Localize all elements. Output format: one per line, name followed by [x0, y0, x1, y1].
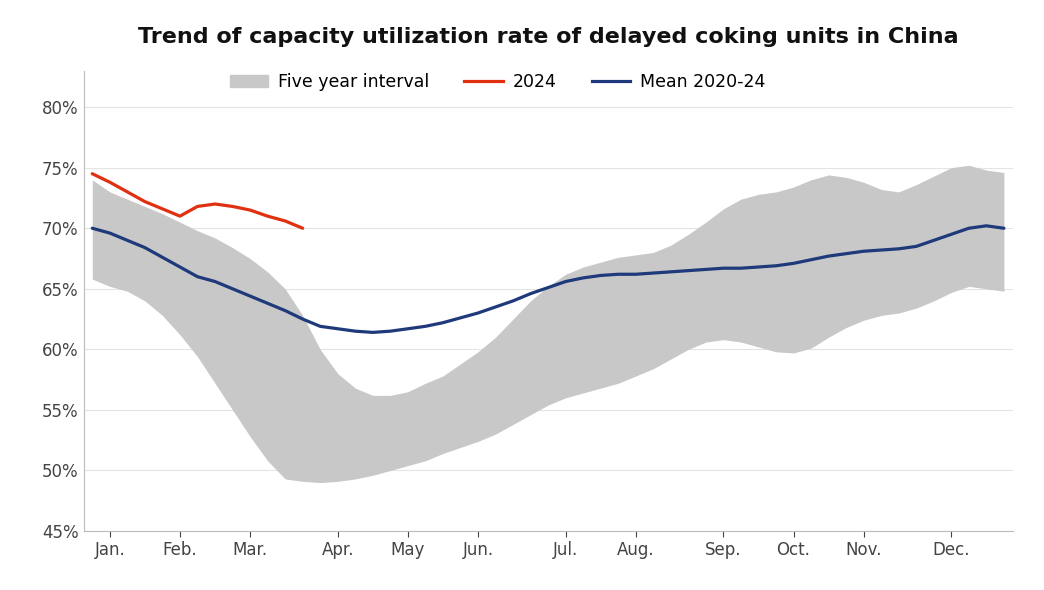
- Legend: Five year interval, 2024, Mean 2020-24: Five year interval, 2024, Mean 2020-24: [223, 66, 773, 98]
- Title: Trend of capacity utilization rate of delayed coking units in China: Trend of capacity utilization rate of de…: [138, 27, 958, 47]
